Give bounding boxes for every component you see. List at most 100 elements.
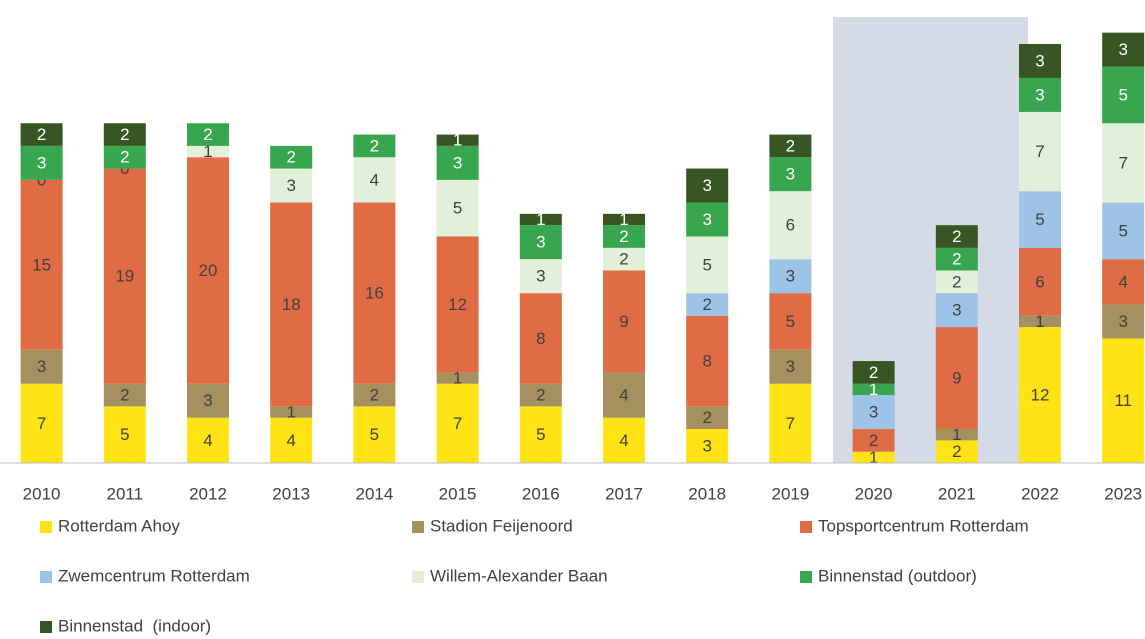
data-label: 3 bbox=[952, 301, 961, 320]
data-label: 2 bbox=[536, 386, 545, 405]
data-label: 18 bbox=[282, 295, 301, 314]
data-label: 5 bbox=[1118, 85, 1127, 104]
bar-segment bbox=[187, 383, 229, 418]
legend-swatch bbox=[40, 521, 52, 533]
bar-segment bbox=[935, 225, 978, 248]
bar-segment bbox=[1102, 259, 1145, 305]
bar-segment bbox=[852, 383, 895, 396]
data-label: 7 bbox=[786, 414, 795, 433]
data-label: 3 bbox=[786, 357, 795, 376]
bar-segment bbox=[769, 157, 812, 192]
data-label: 16 bbox=[365, 284, 384, 303]
data-label: 3 bbox=[536, 267, 545, 286]
data-label: 2 bbox=[869, 363, 878, 382]
data-label: 3 bbox=[37, 153, 46, 172]
bar-segment bbox=[1102, 123, 1145, 203]
bar-segment bbox=[935, 440, 978, 463]
bar-segment bbox=[935, 429, 978, 441]
x-tick-label: 2017 bbox=[605, 484, 643, 503]
bar-segment bbox=[935, 247, 978, 271]
x-tick-label: 2012 bbox=[189, 484, 227, 503]
data-label: 7 bbox=[37, 414, 46, 433]
data-label: 2 bbox=[619, 227, 628, 246]
x-tick-label: 2022 bbox=[1021, 484, 1059, 503]
x-tick-label: 2018 bbox=[688, 484, 726, 503]
data-label: 2 bbox=[952, 272, 961, 291]
data-label: 5 bbox=[120, 425, 129, 444]
bar-segment bbox=[436, 372, 479, 384]
bar-segment bbox=[353, 383, 396, 407]
bar-segment bbox=[1019, 191, 1061, 248]
data-label: 2 bbox=[286, 148, 295, 167]
data-label: 5 bbox=[370, 425, 379, 444]
data-label: 2 bbox=[370, 136, 379, 155]
bar-segment bbox=[603, 270, 645, 373]
bar-segment bbox=[852, 395, 895, 430]
bar-segment bbox=[436, 145, 479, 180]
bar-segment bbox=[1102, 202, 1145, 260]
bar-segment bbox=[603, 225, 645, 248]
legend-swatch bbox=[800, 571, 812, 583]
data-label: 2 bbox=[120, 148, 129, 167]
bar-segment bbox=[852, 429, 895, 452]
bar-segment bbox=[20, 123, 63, 146]
bar-segment bbox=[20, 383, 63, 463]
bar-segment bbox=[852, 361, 895, 384]
bar-segment bbox=[103, 145, 146, 169]
data-label: 3 bbox=[702, 436, 711, 455]
data-label: 1 bbox=[453, 369, 462, 388]
bar-segment bbox=[686, 168, 729, 203]
data-label: 2 bbox=[37, 125, 46, 144]
bar-segment bbox=[852, 451, 895, 463]
data-label: 7 bbox=[453, 414, 462, 433]
data-label: 3 bbox=[1035, 51, 1044, 70]
data-label: 3 bbox=[786, 267, 795, 286]
bar-segment bbox=[353, 202, 396, 384]
data-label: 3 bbox=[869, 403, 878, 422]
data-label: 1 bbox=[619, 210, 628, 229]
bar-segment bbox=[686, 202, 729, 237]
data-label: 3 bbox=[203, 391, 212, 410]
bar-segment bbox=[603, 372, 645, 418]
data-label: 3 bbox=[702, 176, 711, 195]
data-label: 8 bbox=[536, 329, 545, 348]
data-label: 3 bbox=[37, 357, 46, 376]
data-label: 3 bbox=[702, 210, 711, 229]
data-label: 1 bbox=[869, 448, 878, 467]
bar-segment bbox=[519, 293, 562, 384]
data-label: 7 bbox=[1035, 142, 1044, 161]
bar-segment bbox=[270, 202, 313, 407]
x-tick-label: 2021 bbox=[938, 484, 976, 503]
legend-label: Topsportcentrum Rotterdam bbox=[818, 516, 1029, 535]
bar-segment bbox=[1019, 315, 1061, 328]
legend-label: Binnenstad (indoor) bbox=[58, 616, 211, 635]
data-label: 5 bbox=[702, 255, 711, 274]
bar-segment bbox=[1019, 43, 1061, 78]
data-label: 1 bbox=[1035, 312, 1044, 331]
data-label: 9 bbox=[619, 312, 628, 331]
data-label: 3 bbox=[786, 165, 795, 184]
bar-segment bbox=[436, 383, 479, 463]
bar-segment bbox=[20, 179, 63, 350]
bar-segment bbox=[1102, 66, 1145, 124]
bar-segment bbox=[935, 327, 978, 430]
data-label: 2 bbox=[869, 431, 878, 450]
bar-segment bbox=[187, 417, 229, 463]
data-label: 2 bbox=[370, 386, 379, 405]
data-label: 1 bbox=[536, 210, 545, 229]
x-tick-label: 2010 bbox=[23, 484, 61, 503]
data-label: 5 bbox=[536, 425, 545, 444]
bar-segment bbox=[20, 145, 63, 180]
bar-segment bbox=[769, 383, 812, 463]
bar-segment bbox=[769, 259, 812, 294]
bar-segment bbox=[686, 236, 729, 294]
bar-segment bbox=[353, 134, 396, 158]
bar-segment bbox=[187, 145, 229, 158]
data-label: 4 bbox=[1118, 272, 1127, 291]
data-label: 1 bbox=[869, 380, 878, 399]
data-label: 2 bbox=[702, 295, 711, 314]
bar-segment bbox=[187, 123, 229, 146]
bar-segment bbox=[603, 213, 645, 226]
bar-segment bbox=[519, 406, 562, 463]
